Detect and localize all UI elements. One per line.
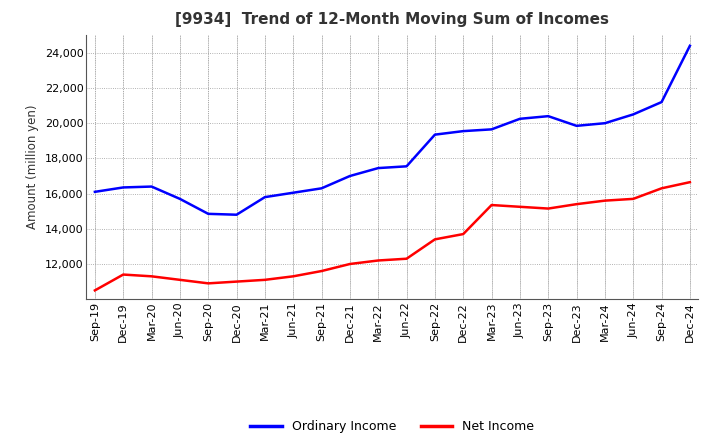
Ordinary Income bbox=[233, 212, 241, 217]
Ordinary Income bbox=[516, 116, 524, 121]
Ordinary Income bbox=[657, 99, 666, 105]
Ordinary Income bbox=[374, 165, 382, 171]
Ordinary Income bbox=[431, 132, 439, 137]
Net Income bbox=[148, 274, 156, 279]
Ordinary Income bbox=[459, 128, 467, 134]
Y-axis label: Amount (million yen): Amount (million yen) bbox=[27, 105, 40, 229]
Line: Net Income: Net Income bbox=[95, 182, 690, 290]
Net Income bbox=[572, 202, 581, 207]
Ordinary Income bbox=[119, 185, 127, 190]
Net Income bbox=[261, 277, 269, 282]
Net Income bbox=[629, 196, 637, 202]
Line: Ordinary Income: Ordinary Income bbox=[95, 46, 690, 215]
Net Income bbox=[289, 274, 297, 279]
Net Income bbox=[346, 261, 354, 267]
Ordinary Income bbox=[346, 173, 354, 179]
Net Income bbox=[119, 272, 127, 277]
Net Income bbox=[487, 202, 496, 208]
Ordinary Income bbox=[685, 43, 694, 48]
Ordinary Income bbox=[91, 189, 99, 194]
Legend: Ordinary Income, Net Income: Ordinary Income, Net Income bbox=[246, 415, 539, 438]
Net Income bbox=[176, 277, 184, 282]
Net Income bbox=[318, 268, 326, 274]
Ordinary Income bbox=[204, 211, 212, 216]
Net Income bbox=[91, 288, 99, 293]
Ordinary Income bbox=[261, 194, 269, 200]
Ordinary Income bbox=[600, 121, 609, 126]
Net Income bbox=[544, 206, 552, 211]
Ordinary Income bbox=[176, 196, 184, 202]
Net Income bbox=[459, 231, 467, 237]
Ordinary Income bbox=[148, 184, 156, 189]
Net Income bbox=[402, 256, 411, 261]
Net Income bbox=[233, 279, 241, 284]
Ordinary Income bbox=[402, 164, 411, 169]
Title: [9934]  Trend of 12-Month Moving Sum of Incomes: [9934] Trend of 12-Month Moving Sum of I… bbox=[176, 12, 609, 27]
Net Income bbox=[516, 204, 524, 209]
Ordinary Income bbox=[629, 112, 637, 117]
Ordinary Income bbox=[487, 127, 496, 132]
Net Income bbox=[431, 237, 439, 242]
Ordinary Income bbox=[544, 114, 552, 119]
Ordinary Income bbox=[318, 186, 326, 191]
Net Income bbox=[685, 180, 694, 185]
Net Income bbox=[204, 281, 212, 286]
Ordinary Income bbox=[572, 123, 581, 128]
Net Income bbox=[374, 258, 382, 263]
Net Income bbox=[600, 198, 609, 203]
Net Income bbox=[657, 186, 666, 191]
Ordinary Income bbox=[289, 190, 297, 195]
